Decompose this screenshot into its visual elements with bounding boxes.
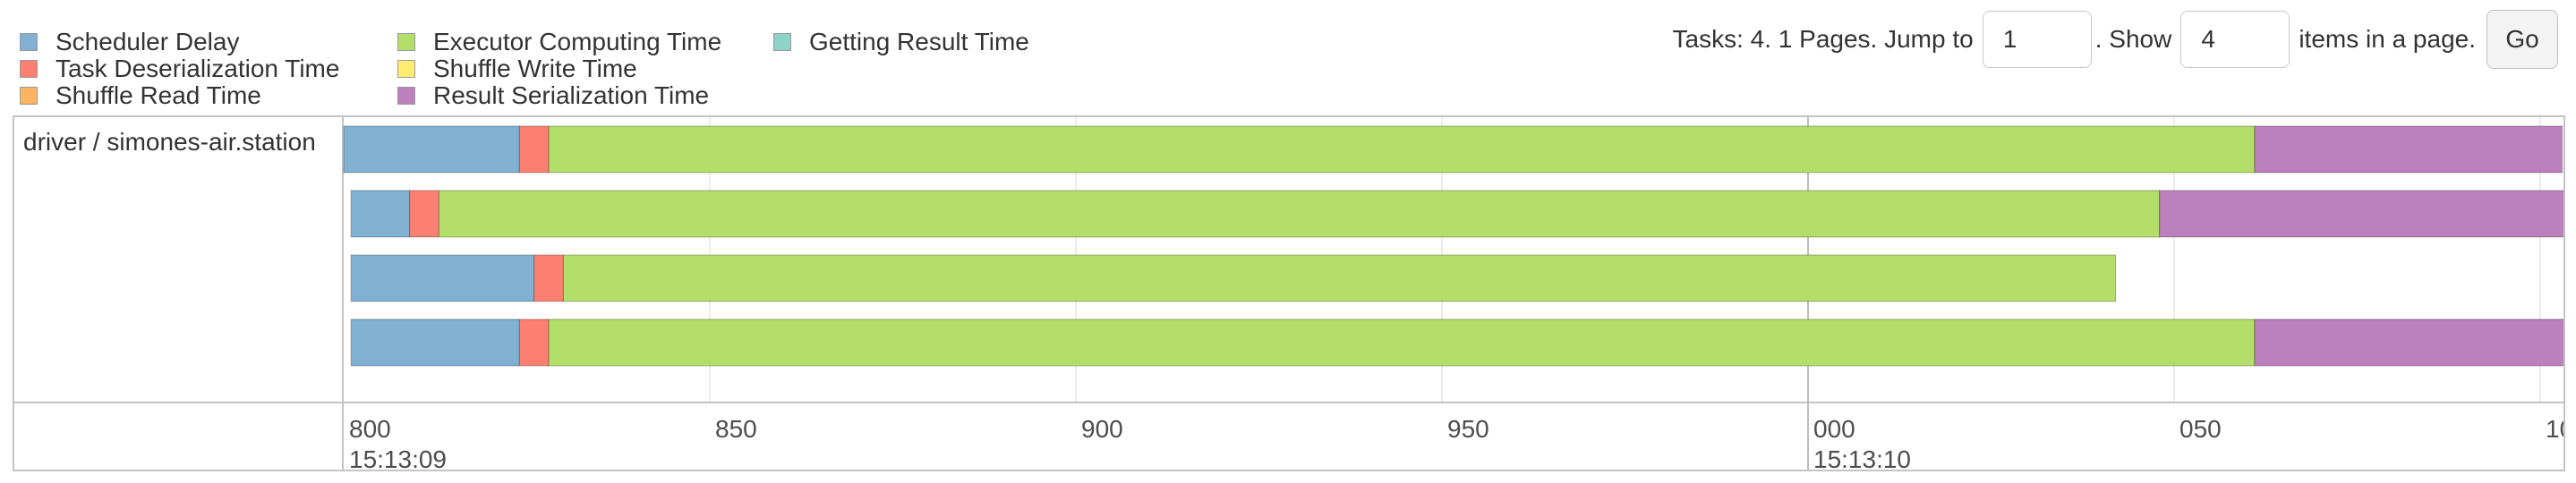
axis-tick-label: 10 bbox=[2546, 415, 2563, 443]
task-bar-segment bbox=[350, 254, 535, 302]
show-text: . Show bbox=[2094, 25, 2172, 53]
task-bar-segment bbox=[409, 190, 439, 238]
page-size-input[interactable] bbox=[2180, 11, 2290, 68]
executor-group-label: driver / simones-air.station bbox=[23, 128, 316, 156]
label-column-divider bbox=[342, 117, 344, 470]
legend-item-shuffle-write: Shuffle Write Time bbox=[397, 55, 637, 82]
task-bar-segment bbox=[518, 125, 550, 174]
legend-label: Executor Computing Time bbox=[433, 28, 722, 55]
shuffle-read-swatch-icon bbox=[20, 87, 38, 105]
items-per-page-text: items in a page. bbox=[2299, 25, 2476, 53]
task-bar-segment bbox=[548, 125, 2256, 174]
task-bar-segment bbox=[548, 318, 2256, 367]
task-deserialization-swatch-icon bbox=[20, 60, 38, 78]
axis-time-label: 15:13:10 bbox=[1813, 445, 1911, 470]
axis-tick-label: 000 bbox=[1813, 415, 1855, 443]
axis-tick-label: 950 bbox=[1447, 415, 1489, 443]
task-bar-segment bbox=[343, 125, 520, 174]
axis-tick-label: 900 bbox=[1081, 415, 1123, 443]
legend-item-scheduler-delay: Scheduler Delay bbox=[20, 29, 239, 55]
legend-item-shuffle-read: Shuffle Read Time bbox=[20, 82, 261, 109]
legend-item-executor-computing: Executor Computing Time bbox=[397, 29, 721, 55]
legend-label: Result Serialization Time bbox=[433, 81, 710, 109]
axis-tick-label: 850 bbox=[715, 415, 757, 443]
axis-divider bbox=[14, 402, 2563, 403]
task-pagination: Tasks: 4. 1 Pages. Jump to . Show items … bbox=[1672, 10, 2558, 69]
legend-label: Scheduler Delay bbox=[55, 28, 240, 55]
task-timeline[interactable]: driver / simones-air.station 800 15:13:09… bbox=[13, 115, 2565, 471]
legend-label: Task Deserialization Time bbox=[55, 55, 340, 82]
axis-tick-label: 800 bbox=[349, 415, 391, 443]
legend-item-result-serialization: Result Serialization Time bbox=[397, 82, 709, 109]
shuffle-write-swatch-icon bbox=[397, 60, 415, 78]
task-bar-segment bbox=[562, 254, 2117, 302]
tasks-summary-text: Tasks: 4. 1 Pages. Jump to bbox=[1672, 25, 1974, 53]
legend-label: Shuffle Write Time bbox=[433, 55, 637, 82]
task-bar-segment bbox=[2254, 318, 2563, 367]
legend-label: Shuffle Read Time bbox=[55, 81, 261, 109]
task-bar-segment bbox=[518, 318, 550, 367]
getting-result-swatch-icon bbox=[773, 33, 791, 51]
legend-item-task-deserialization: Task Deserialization Time bbox=[20, 55, 339, 82]
task-bar-segment bbox=[350, 190, 411, 238]
go-button[interactable]: Go bbox=[2486, 10, 2558, 69]
axis-time-label: 15:13:09 bbox=[349, 445, 447, 470]
task-bar-segment bbox=[533, 254, 564, 302]
scheduler-delay-swatch-icon bbox=[20, 33, 38, 51]
axis-tick-label: 050 bbox=[2179, 415, 2222, 443]
legend-label: Getting Result Time bbox=[809, 28, 1029, 55]
task-bar-segment bbox=[350, 318, 520, 367]
executor-computing-swatch-icon bbox=[397, 33, 415, 51]
legend-item-getting-result: Getting Result Time bbox=[773, 29, 1029, 55]
page-number-input[interactable] bbox=[1982, 11, 2092, 68]
task-bar-segment bbox=[2159, 190, 2563, 238]
task-bar-segment bbox=[2254, 125, 2563, 174]
result-serialization-swatch-icon bbox=[397, 87, 415, 105]
task-bar-segment bbox=[438, 190, 2161, 238]
